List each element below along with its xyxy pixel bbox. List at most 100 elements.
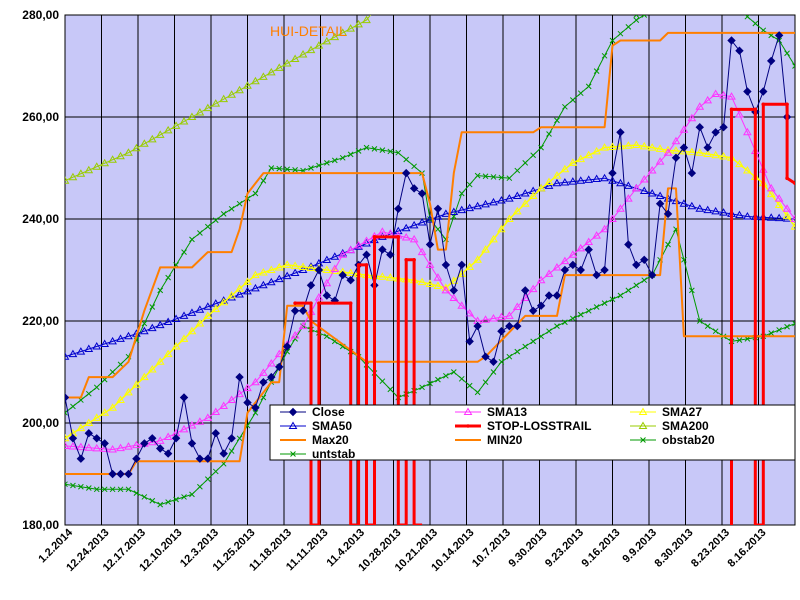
data-point-marker	[139, 139, 149, 147]
series-maxmin20	[65, 31, 795, 399]
data-point-marker	[124, 148, 133, 156]
data-point-marker	[719, 208, 728, 216]
data-point-marker	[179, 393, 189, 402]
data-point-marker	[419, 384, 425, 391]
data-point-marker	[409, 234, 419, 243]
data-point-marker	[753, 107, 758, 112]
data-point-marker	[282, 260, 292, 268]
data-point-marker	[504, 194, 514, 202]
data-point-marker	[117, 361, 124, 368]
data-point-marker	[584, 237, 594, 245]
data-point-marker	[633, 15, 640, 18]
data-point-marker	[147, 323, 157, 332]
data-point-marker	[362, 250, 371, 259]
data-point-marker	[766, 183, 776, 192]
y-axis-ticks: 180,00 200,00 220,00 240,00 260,00 280,00	[22, 8, 59, 532]
data-point-marker	[774, 194, 784, 202]
data-point-marker	[608, 214, 617, 222]
data-point-marker	[584, 245, 593, 254]
data-point-marker	[790, 222, 795, 230]
data-point-marker	[84, 428, 94, 438]
data-point-marker	[433, 204, 443, 214]
legend-item: SMA13	[455, 405, 527, 419]
data-point-marker	[632, 260, 641, 270]
data-point-marker	[65, 433, 70, 442]
data-point-marker	[544, 291, 554, 300]
data-point-marker	[258, 368, 268, 376]
data-point-marker	[306, 45, 316, 54]
legend-item: Close	[280, 405, 345, 419]
data-point-marker	[314, 41, 324, 49]
data-point-marker	[774, 200, 784, 208]
data-point-marker	[258, 268, 268, 276]
data-point-marker	[165, 499, 172, 505]
data-point-marker	[766, 189, 776, 198]
data-point-marker	[155, 130, 165, 138]
data-point-marker	[306, 262, 316, 270]
data-point-marker	[124, 442, 133, 450]
data-point-marker	[322, 291, 332, 300]
data-point-marker	[93, 486, 100, 493]
data-point-marker	[744, 15, 751, 20]
data-point-marker	[92, 443, 102, 452]
data-point-marker	[465, 203, 475, 212]
data-point-marker	[227, 291, 237, 299]
data-point-marker	[512, 191, 522, 200]
data-point-marker	[473, 321, 482, 331]
data-point-marker	[514, 348, 521, 355]
data-point-marker	[727, 36, 736, 45]
legend-label: STOP-LOSSTRAIL	[487, 419, 591, 433]
series-line	[65, 187, 795, 475]
data-point-marker	[647, 166, 657, 174]
data-point-marker	[703, 95, 713, 104]
data-point-marker	[219, 449, 228, 458]
data-point-marker	[171, 434, 181, 443]
data-point-marker	[600, 265, 609, 275]
data-point-marker	[473, 201, 482, 210]
data-point-marker	[282, 58, 292, 67]
data-point-marker	[546, 328, 552, 335]
data-point-marker	[84, 418, 94, 426]
data-point-marker	[735, 159, 744, 168]
data-point-marker	[466, 382, 473, 389]
data-point-marker	[489, 313, 498, 322]
data-point-marker	[481, 315, 490, 323]
data-point-marker	[623, 194, 633, 202]
data-point-marker	[671, 153, 681, 163]
data-point-marker	[363, 144, 370, 151]
data-point-marker	[774, 31, 784, 40]
data-point-marker	[181, 494, 187, 500]
data-point-marker	[617, 30, 624, 37]
data-point-marker	[163, 125, 173, 134]
data-point-marker	[536, 183, 546, 192]
data-point-marker	[655, 144, 665, 152]
data-point-marker	[569, 97, 576, 103]
data-point-marker	[736, 337, 743, 343]
data-point-marker	[435, 376, 441, 383]
data-point-marker	[647, 143, 657, 151]
data-point-marker	[792, 63, 795, 69]
data-point-marker	[251, 377, 260, 386]
data-point-marker	[85, 390, 92, 397]
data-point-marker	[100, 339, 110, 347]
data-point-marker	[681, 256, 687, 263]
data-point-marker	[132, 440, 141, 449]
data-point-marker	[70, 482, 76, 489]
data-point-marker	[743, 166, 752, 174]
data-point-marker	[163, 349, 173, 358]
data-point-marker	[290, 306, 300, 316]
data-point-marker	[600, 224, 609, 233]
data-point-marker	[252, 409, 259, 416]
data-point-marker	[608, 168, 617, 178]
data-point-marker	[425, 279, 435, 288]
data-point-marker	[203, 103, 213, 112]
data-point-marker	[163, 317, 173, 326]
series-sma27	[65, 140, 795, 442]
legend-label: untstab	[312, 447, 355, 461]
y-tick-label: 220,00	[22, 314, 59, 328]
data-point-marker	[401, 223, 411, 232]
data-point-marker	[394, 204, 403, 214]
data-point-marker	[187, 308, 197, 316]
data-point-marker	[108, 155, 117, 163]
data-point-marker	[346, 268, 356, 277]
